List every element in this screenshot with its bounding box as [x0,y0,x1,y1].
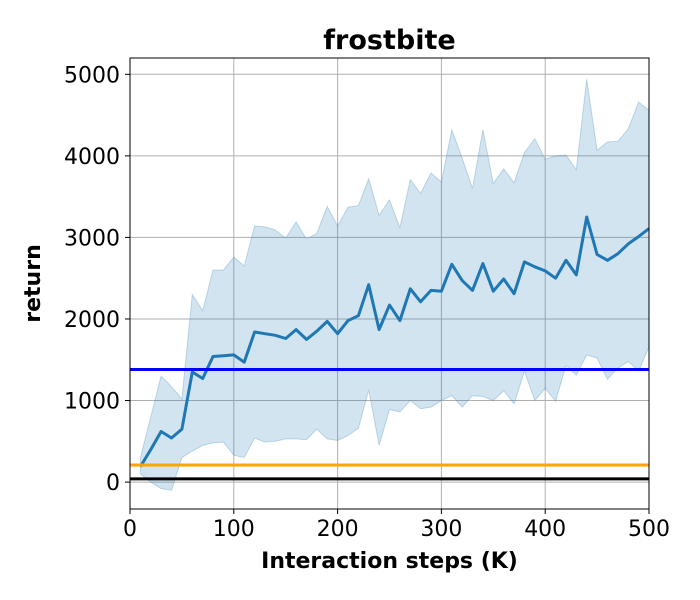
y-tick-label: 0 [106,471,120,496]
lines-layer [130,215,649,481]
y-tick-label: 3000 [64,226,120,251]
x-tick-label: 300 [420,517,462,542]
x-tick-label: 400 [524,517,566,542]
x-tick-label: 100 [213,517,255,542]
band-layer [139,79,649,491]
x-tick-label: 200 [317,517,359,542]
y-tick-label: 4000 [64,145,120,170]
mean-return-line [139,215,649,468]
plot-frame [129,57,650,510]
confidence-band [139,79,649,491]
x-tick-label: 0 [123,517,137,542]
chart-title: frostbite [323,25,455,56]
y-tick-label: 2000 [64,308,120,333]
y-tick-label: 1000 [64,390,120,415]
y-tick-label: 5000 [64,63,120,88]
y-axis-title: return [21,244,46,322]
x-axis-title: Interaction steps (K) [261,549,518,574]
x-tick-label: 500 [628,517,670,542]
